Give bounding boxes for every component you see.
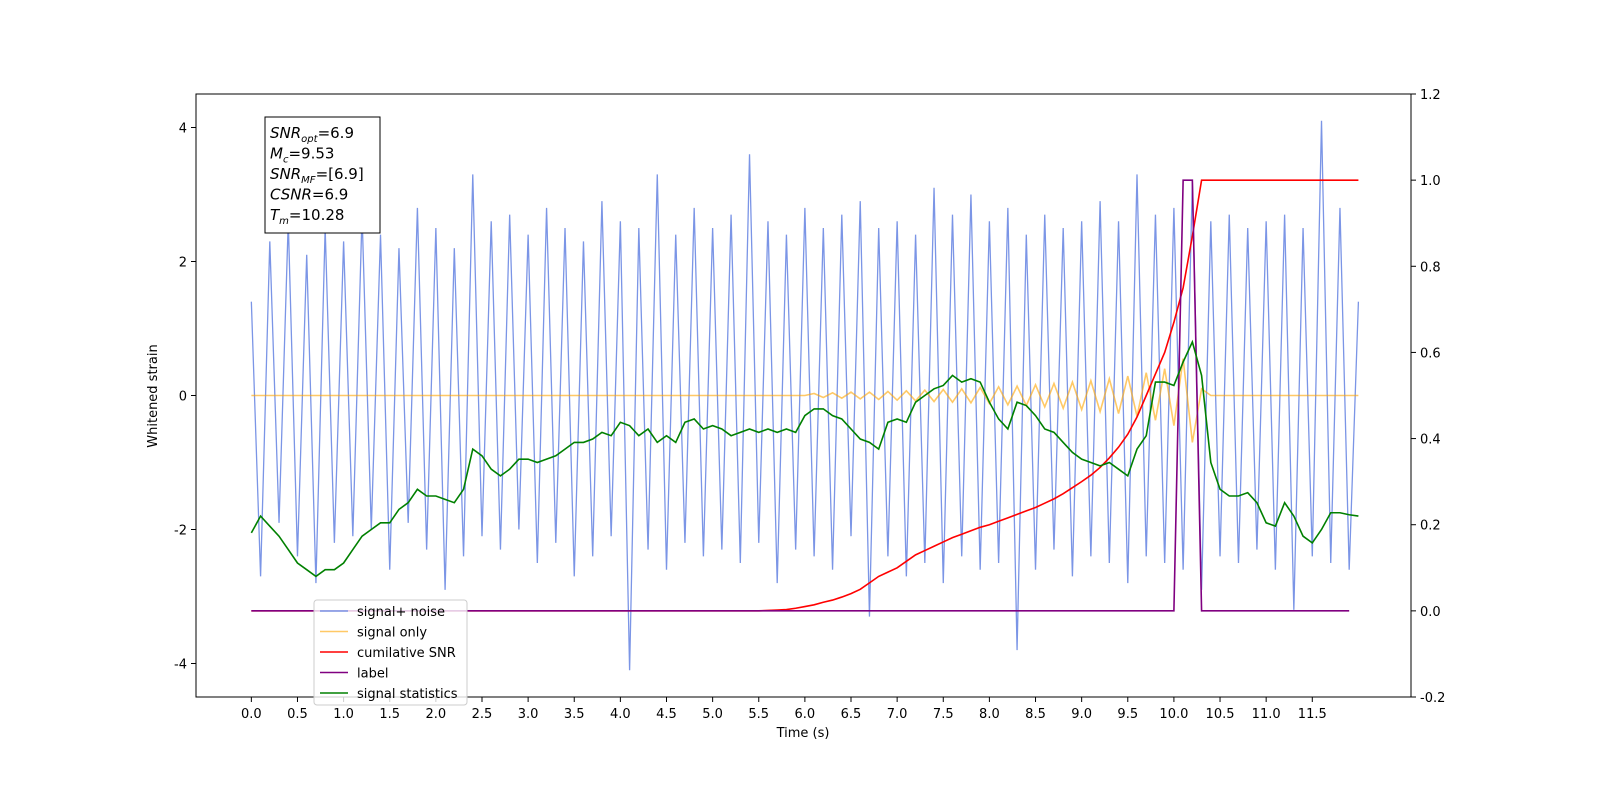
x-tick-label: 11.0: [1252, 707, 1281, 722]
series-line: [250, 120, 1360, 671]
x-tick-label: 2.5: [472, 707, 493, 722]
annotation-line: Tm=10.28: [270, 206, 344, 227]
annotation-subscript: MF: [301, 175, 316, 186]
x-tick-label: 6.0: [795, 707, 816, 722]
y-tick-label: -2: [174, 524, 187, 539]
x-tick-label: 8.5: [1025, 707, 1046, 722]
x-tick-label: 1.5: [379, 707, 400, 722]
x-tick-label: 7.0: [887, 707, 908, 722]
y-tick-label: -4: [174, 658, 187, 673]
annotation-symbol: T: [270, 206, 281, 224]
x-tick-label: 0.0: [241, 707, 262, 722]
y-tick-label: 0: [179, 390, 187, 405]
x-tick-label: 10.5: [1206, 707, 1235, 722]
x-tick-label: 4.0: [610, 707, 631, 722]
plot-area: [250, 120, 1360, 671]
x-tick-label: 2.0: [426, 707, 447, 722]
y-tick-label: 2: [179, 256, 187, 271]
annotation-value: =6.9: [312, 186, 348, 204]
annotation-symbol: SNR: [270, 124, 301, 142]
annotation-subscript: opt: [301, 134, 318, 145]
x-tick-label: 6.5: [841, 707, 862, 722]
annotation-value: =[6.9]: [316, 165, 364, 183]
x-tick-label: 5.0: [702, 707, 723, 722]
y2-tick-label: 0.6: [1420, 346, 1441, 361]
x-tick-label: 7.5: [933, 707, 954, 722]
x-tick-label: 10.0: [1159, 707, 1188, 722]
series-line: [250, 339, 1359, 578]
x-tick-label: 3.0: [518, 707, 539, 722]
y2-tick-label: 0.8: [1420, 260, 1441, 275]
annotation-line: CSNR=6.9: [270, 186, 348, 204]
legend-label: label: [357, 667, 388, 682]
x-tick-label: 5.5: [748, 707, 769, 722]
annotation-symbol: SNR: [270, 165, 301, 183]
x-tick-label: 8.0: [979, 707, 1000, 722]
y2-tick-label: 0.4: [1420, 433, 1441, 448]
legend-label: cumilative SNR: [357, 646, 456, 661]
x-tick-label: 9.5: [1117, 707, 1138, 722]
legend-label: signal statistics: [357, 687, 458, 702]
x-axis-label: Time (s): [776, 726, 830, 741]
legend-label: signal only: [357, 626, 427, 641]
x-tick-label: 0.5: [287, 707, 308, 722]
annotation-line: SNRopt=6.9: [270, 124, 354, 145]
annotation-value: =6.9: [318, 124, 354, 142]
y2-tick-label: -0.2: [1420, 691, 1445, 706]
annotation-value: =10.28: [289, 206, 345, 224]
annotation-line: Mc=9.53: [270, 145, 334, 166]
y2-tick-label: 0.0: [1420, 605, 1441, 620]
legend-box: [313, 599, 468, 706]
x-tick-label: 1.0: [333, 707, 354, 722]
annotation-line: SNRMF=[6.9]: [270, 165, 364, 186]
legend-label: signal+ noise: [357, 605, 445, 620]
annotation-subscript: c: [283, 155, 289, 166]
x-tick-label: 4.5: [656, 707, 677, 722]
annotation-value: =9.53: [288, 145, 334, 163]
y2-tick-label: 0.2: [1420, 519, 1441, 534]
x-tick-label: 11.5: [1298, 707, 1327, 722]
series-line: [251, 358, 1359, 443]
annotation-box: [264, 116, 381, 234]
annotation-symbol: CSNR: [270, 186, 312, 204]
x-tick-label: 9.0: [1071, 707, 1092, 722]
x-tick-label: 3.5: [564, 707, 585, 722]
y-tick-label: 4: [179, 122, 187, 137]
y2-tick-label: 1.0: [1420, 174, 1441, 189]
annotation-subscript: m: [279, 216, 289, 227]
y2-tick-label: 1.2: [1420, 88, 1441, 103]
annotation-symbol: M: [270, 145, 283, 163]
y-axis-label: Whitened strain: [146, 344, 161, 447]
